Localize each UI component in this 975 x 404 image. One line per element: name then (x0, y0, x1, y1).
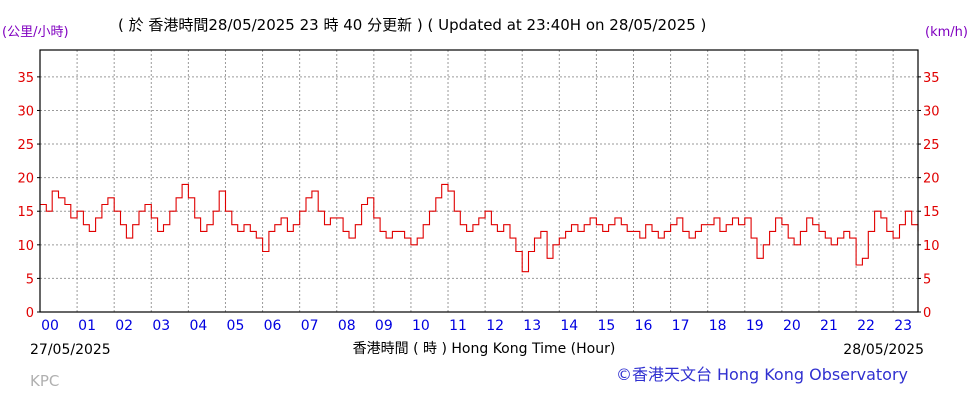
y-tick-label-left: 20 (17, 172, 34, 187)
x-tick-label: 17 (672, 318, 690, 334)
x-tick-label: 04 (189, 318, 207, 334)
x-tick-label: 00 (41, 318, 59, 334)
x-tick-label: 16 (635, 318, 653, 334)
x-tick-label: 21 (820, 318, 838, 334)
x-tick-labels: 00 01 02 03 04 05 06 07 08 09 10 11 12 13 14 15 16 17 18 19… (41, 318, 912, 334)
x-axis-label: 香港時間 ( 時 ) Hong Kong Time (Hour) (353, 341, 616, 357)
series-group (40, 183, 919, 273)
x-tick-label: 18 (709, 318, 727, 334)
y-tick-label-right: 30 (923, 104, 940, 119)
y-tick-label-left: 0 (26, 306, 34, 321)
plot-frame (39, 49, 919, 313)
y-tick-label-left: 25 (17, 138, 34, 153)
x-tick-label: 09 (375, 318, 393, 334)
y-tick-label-left: 15 (17, 205, 34, 220)
x-tick-label: 11 (449, 318, 467, 334)
end-date-label: 28/05/2025 (843, 342, 924, 358)
chart-title: ( 於 香港時間28/05/2025 23 時 40 分更新 ) ( Updat… (118, 16, 706, 34)
x-tick-label: 06 (264, 318, 282, 334)
y-tick-label-right: 35 (923, 71, 940, 86)
y-tick-label-left: 30 (17, 104, 34, 119)
y-tick-label-right: 20 (923, 172, 940, 187)
left-unit-label: (公里/小時) (2, 25, 69, 40)
x-tick-label: 20 (783, 318, 801, 334)
station-code: KPC (30, 372, 59, 390)
x-tick-label: 10 (412, 318, 430, 334)
x-tick-label: 13 (523, 318, 541, 334)
series-line (40, 183, 919, 273)
y-tick-label-right: 5 (923, 272, 931, 287)
x-tick-label: 19 (746, 318, 764, 334)
x-tick-label: 03 (152, 318, 170, 334)
x-tick-label: 07 (301, 318, 319, 334)
y-tick-label-right: 15 (923, 205, 940, 220)
right-unit-label: (km/h) (925, 25, 968, 40)
x-tick-label: 15 (597, 318, 615, 334)
y-tick-labels: 0 0 5 5 10 10 15 15 20 20 25 25 30 30 35 35 (17, 71, 939, 321)
x-tick-label: 08 (338, 318, 356, 334)
y-tick-label-left: 35 (17, 71, 34, 86)
y-tick-label-right: 10 (923, 239, 940, 254)
x-tick-label: 12 (486, 318, 504, 334)
x-tick-label: 22 (857, 318, 875, 334)
x-tick-label: 14 (560, 318, 578, 334)
y-tick-label-right: 25 (923, 138, 940, 153)
x-tick-label: 23 (894, 318, 912, 334)
y-tick-label-right: 0 (923, 306, 931, 321)
grid-lines (40, 50, 918, 312)
x-tick-label: 01 (78, 318, 96, 334)
x-tick-label: 02 (115, 318, 133, 334)
x-tick-label: 05 (227, 318, 245, 334)
start-date-label: 27/05/2025 (30, 342, 111, 358)
y-tick-label-left: 5 (26, 272, 34, 287)
observatory-credit: ©香港天文台 Hong Kong Observatory (616, 365, 908, 384)
y-tick-label-left: 10 (17, 239, 34, 254)
